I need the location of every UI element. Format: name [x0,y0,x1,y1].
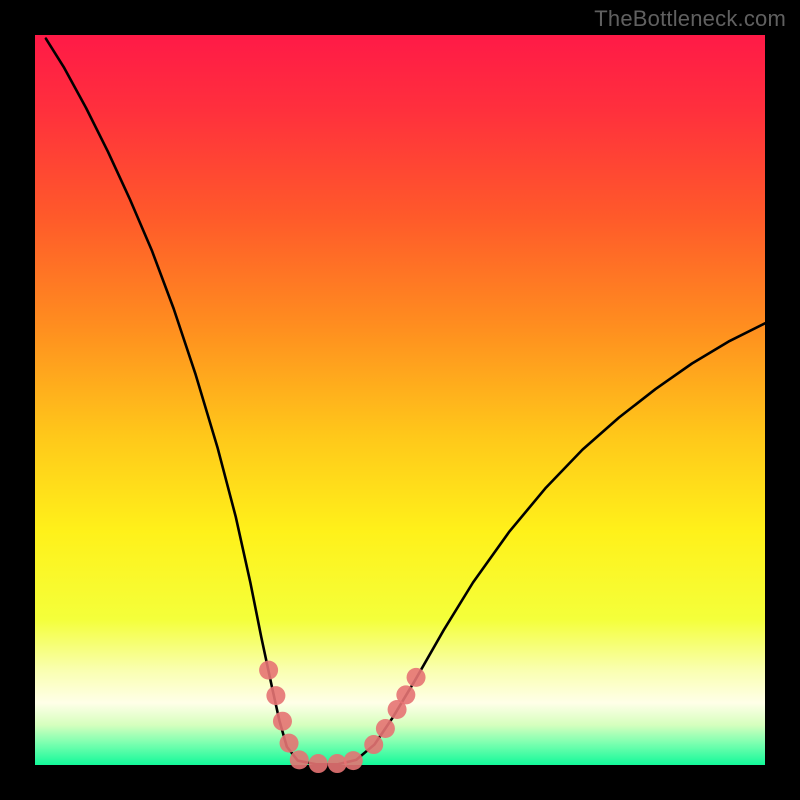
highlight-bead [344,751,363,770]
watermark-text: TheBottleneck.com [594,6,786,32]
highlight-bead [364,735,383,754]
highlight-bead [376,719,395,738]
highlight-bead [328,754,347,773]
highlight-bead [280,734,299,753]
chart-stage: TheBottleneck.com [0,0,800,800]
highlight-bead [290,750,309,769]
highlight-bead [266,686,285,705]
highlight-bead [407,668,426,687]
highlight-bead [309,754,328,773]
highlight-bead [259,661,278,680]
highlight-bead [396,685,415,704]
gradient-plot-area [35,35,765,765]
chart-svg [0,0,800,800]
highlight-bead [273,712,292,731]
